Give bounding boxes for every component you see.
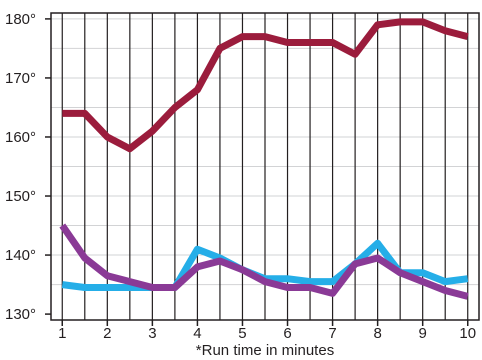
x-tick-label: 3 [148,325,156,342]
x-axis: 1 2 3 4 5 6 7 8 9 10 [58,320,476,342]
x-tick-label: 7 [328,325,336,342]
x-tick-label: 8 [373,325,381,342]
y-tick-label: 170° [5,70,36,87]
y-tick-label: 130° [5,306,36,323]
y-tick-label: 180° [5,11,36,28]
y-axis: 130° 140° 150° 160° 170° 180° [5,11,51,323]
plot-frame [50,12,480,321]
y-tick-label: 150° [5,188,36,205]
x-tick-label: 9 [419,325,427,342]
x-axis-label: *Run time in minutes [196,342,334,359]
x-tick-label: 4 [193,325,201,342]
series-line-3 [59,223,469,300]
x-tick-label: 5 [238,325,246,342]
x-tick-label: 1 [58,325,66,342]
series-group [59,18,469,300]
y-tick-label: 140° [5,247,36,264]
x-tick-label: 6 [283,325,291,342]
series-line-1 [62,18,469,153]
x-tick-label: 10 [459,325,476,342]
y-tick-label: 160° [5,129,36,146]
x-tick-label: 2 [103,325,111,342]
